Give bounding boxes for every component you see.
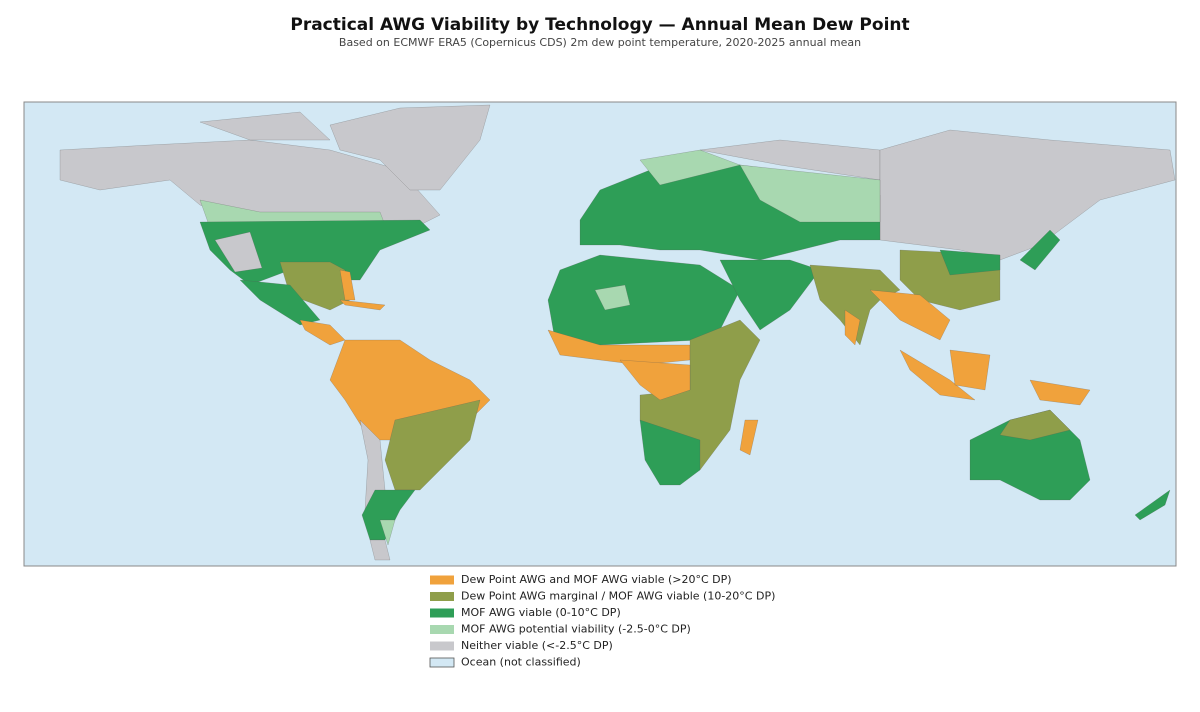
region [369, 539, 391, 561]
legend-label: MOF AWG potential viability (-2.5-0°C DP… [461, 623, 691, 636]
region [899, 349, 976, 401]
legend-swatch [430, 592, 454, 601]
legend-label: MOF AWG viable (0-10°C DP) [461, 606, 621, 619]
region [214, 231, 263, 273]
legend-label: Dew Point AWG marginal / MOF AWG viable … [461, 590, 775, 603]
region [939, 249, 1001, 276]
legend-swatch [430, 641, 454, 651]
legend-label: Ocean (not classified) [461, 656, 581, 669]
legend-label: Neither viable (<-2.5°C DP) [461, 639, 613, 652]
region [619, 359, 691, 401]
legend-swatch [430, 608, 454, 618]
region [329, 104, 491, 191]
region [379, 519, 396, 546]
region [339, 269, 356, 301]
region [1029, 379, 1091, 406]
map [59, 104, 1176, 561]
legend: Dew Point AWG and MOF AWG viable (>20°C … [429, 573, 775, 669]
region [949, 349, 991, 391]
title: Practical AWG Viability by Technology — … [290, 15, 909, 35]
legend-label: Dew Point AWG and MOF AWG viable (>20°C … [461, 573, 732, 586]
region [844, 309, 861, 346]
region [339, 299, 386, 311]
region [809, 264, 901, 346]
region [739, 419, 759, 456]
region [384, 399, 481, 491]
region [869, 289, 951, 341]
region [1134, 489, 1171, 521]
subtitle: Based on ECMWF ERA5 (Copernicus CDS) 2m … [339, 36, 861, 49]
region [299, 319, 346, 346]
region [594, 284, 631, 311]
region [639, 419, 701, 486]
legend-swatch [429, 657, 455, 668]
region [1019, 229, 1061, 271]
legend-swatch [430, 625, 454, 634]
region [879, 129, 1176, 261]
legend-swatch [430, 575, 454, 585]
region [547, 329, 691, 366]
region [999, 409, 1071, 441]
region [719, 259, 821, 331]
region [199, 111, 331, 141]
region [739, 164, 881, 223]
region [639, 149, 741, 186]
